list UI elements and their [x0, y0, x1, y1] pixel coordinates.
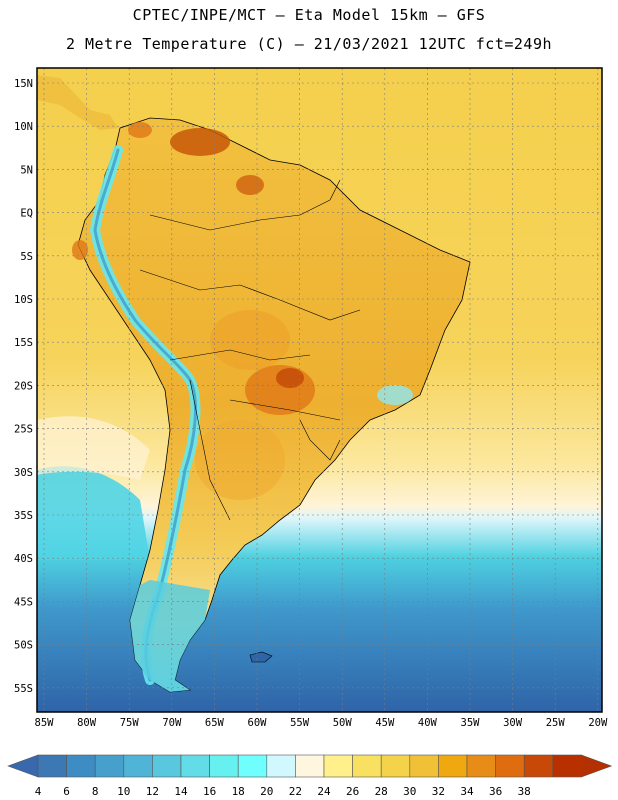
lat-label-45s: 45S	[14, 596, 33, 608]
lon-label-60w: 60W	[248, 717, 268, 729]
lat-label-10n: 10N	[14, 121, 33, 133]
colorbar-tick-26: 26	[346, 785, 359, 798]
colorbar-tick-28: 28	[375, 785, 388, 798]
lat-label-5s: 5S	[20, 251, 33, 263]
colorbar-swatch	[466, 754, 496, 778]
lon-label-30w: 30W	[503, 717, 523, 729]
lon-label-70w: 70W	[162, 717, 182, 729]
country-borders	[139, 179, 361, 521]
colorbar-tick-38: 38	[518, 785, 531, 798]
colorbar-tick-14: 14	[174, 785, 188, 798]
colorbar-tick-34: 34	[460, 785, 474, 798]
colorbar-swatch	[552, 754, 582, 778]
map-frame	[36, 67, 603, 713]
lat-label-40s: 40S	[14, 553, 33, 565]
colorbar-over-arrow	[581, 754, 613, 778]
colorbar-swatch	[237, 754, 268, 778]
lat-label-5n: 5N	[20, 164, 33, 176]
colorbar-swatch	[323, 754, 353, 778]
colorbar-tick-18: 18	[232, 785, 245, 798]
lon-label-40w: 40W	[418, 717, 438, 729]
lon-label-35w: 35W	[461, 717, 481, 729]
central-america	[37, 75, 118, 130]
colorbar-swatch	[266, 754, 296, 778]
lon-label-50w: 50W	[333, 717, 353, 729]
lon-label-25w: 25W	[546, 717, 566, 729]
lon-label-45w: 45W	[375, 717, 395, 729]
hotspot-venezuela	[170, 128, 230, 156]
colorbar-under-arrow	[7, 754, 39, 778]
colorbar-swatch	[209, 754, 239, 778]
colorbar-tick-30: 30	[403, 785, 416, 798]
lat-label-15n: 15N	[14, 78, 33, 90]
colorbar-tick-20: 20	[260, 785, 273, 798]
colorbar-swatch	[409, 754, 439, 778]
colorbar-tick-12: 12	[146, 785, 159, 798]
lat-label-30s: 30S	[14, 467, 33, 479]
colorbar-swatch	[37, 754, 67, 778]
colorbar-tick-16: 16	[203, 785, 216, 798]
lon-label-80w: 80W	[77, 717, 97, 729]
lat-label-eq: EQ	[20, 208, 33, 220]
lat-label-35s: 35S	[14, 510, 33, 522]
colorbar-tick-10: 10	[117, 785, 130, 798]
colorbar-tick-32: 32	[432, 785, 445, 798]
temperature-map: 15N 10N 5N EQ 5S 10S 15S 20S 25S 30S 35S 40S 45S 50S 5…	[14, 67, 608, 729]
colorbar-tick-22: 22	[289, 785, 302, 798]
lat-label-55s: 55S	[14, 683, 33, 695]
lat-label-10s: 10S	[14, 294, 33, 306]
lat-label-25s: 25S	[14, 424, 33, 436]
lon-label-55w: 55W	[290, 717, 310, 729]
lon-label-65w: 65W	[205, 717, 225, 729]
lat-label-20s: 20S	[14, 380, 33, 392]
colorbar-tick-36: 36	[489, 785, 502, 798]
patagonia-cool-zone	[130, 580, 210, 692]
colorbar-swatch	[66, 754, 96, 778]
colorbar: 4 6 8 10 12 14 16 18 20 22 24 26 28 30 32 34 36 38	[7, 754, 613, 798]
latitude-labels: 15N 10N 5N EQ 5S 10S 15S 20S 25S 30S 35S 40S 45S 50S 5…	[14, 78, 33, 695]
lat-label-15s: 15S	[14, 337, 33, 349]
colorbar-tick-8: 8	[92, 785, 99, 798]
colorbar-swatch	[438, 754, 468, 778]
colorbar-swatch	[123, 754, 153, 778]
lat-label-50s: 50S	[14, 640, 33, 652]
colorbar-swatch	[380, 754, 411, 778]
lon-label-20w: 20W	[588, 717, 608, 729]
title-line-1: CPTEC/INPE/MCT – Eta Model 15km – GFS	[132, 6, 486, 24]
colorbar-swatch	[152, 754, 182, 778]
colorbar-swatch	[495, 754, 525, 778]
colorbar-tick-24: 24	[317, 785, 331, 798]
title-line-2: 2 Metre Temperature (C) – 21/03/2021 12U…	[65, 35, 553, 53]
colorbar-swatch	[352, 754, 382, 778]
colorbar-tick-6: 6	[63, 785, 70, 798]
colorbar-swatch	[94, 754, 125, 778]
longitude-labels: 85W 80W 75W 70W 65W 60W 55W 50W 45W 40W 35W 30W 25W 2…	[35, 717, 608, 729]
lon-label-75w: 75W	[120, 717, 140, 729]
lon-label-85w: 85W	[35, 717, 55, 729]
falkland-islands	[249, 651, 273, 663]
colorbar-swatch	[523, 754, 554, 778]
lat-lon-grid	[37, 68, 602, 712]
pacific-cool-zone	[37, 466, 150, 560]
colorbar-swatch	[180, 754, 210, 778]
colorbar-tick-4: 4	[35, 785, 42, 798]
colorbar-swatch	[295, 754, 325, 778]
